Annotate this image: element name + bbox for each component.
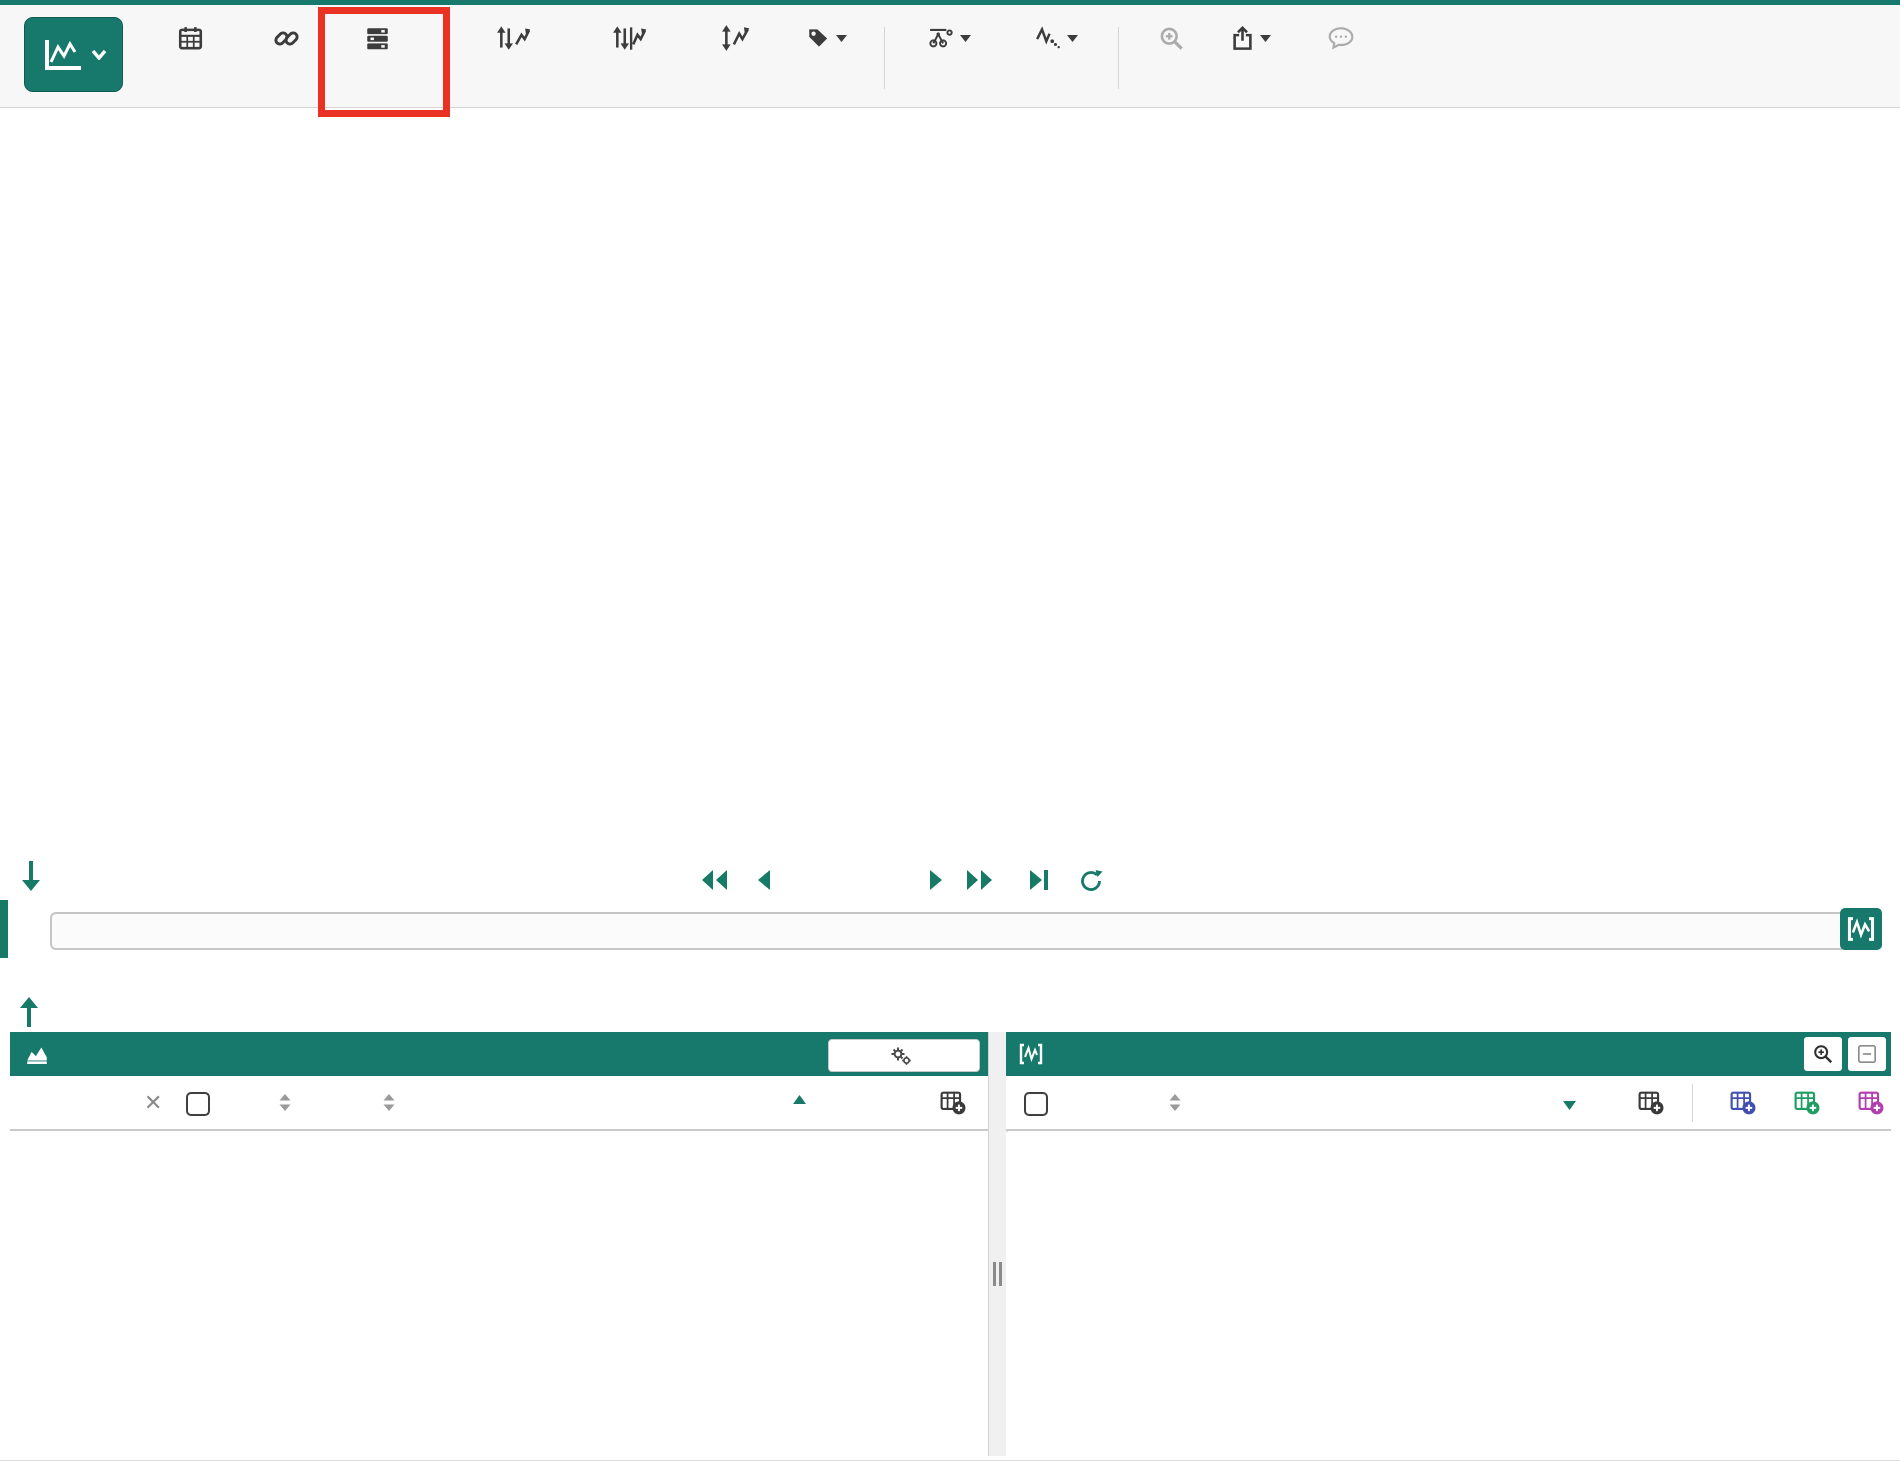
divider-grip-icon <box>993 1262 996 1286</box>
divider-grip-icon <box>999 1262 1002 1286</box>
add-column-icon[interactable] <box>1638 1091 1664 1115</box>
step-forward-button[interactable] <box>928 868 944 892</box>
add-column-icon[interactable] <box>940 1091 966 1115</box>
details-panel-header <box>10 1032 988 1076</box>
details-icon <box>24 1042 50 1066</box>
capsules-select-all-checkbox[interactable] <box>1024 1092 1048 1116</box>
step-to-end-button[interactable] <box>1028 868 1050 892</box>
capsules-table-body <box>1006 1132 1891 1456</box>
step-back-double-button[interactable] <box>700 868 730 892</box>
investigate-range-timeline[interactable] <box>50 912 1876 950</box>
refresh-icon[interactable] <box>1078 868 1104 894</box>
sort-icon[interactable] <box>1168 1093 1182 1113</box>
zoom-to-capsule-button[interactable] <box>1804 1037 1842 1071</box>
sort-descending-icon[interactable] <box>1562 1100 1577 1111</box>
sort-icon[interactable] <box>382 1093 396 1113</box>
gears-icon <box>889 1045 913 1067</box>
capsules-panel-header <box>1006 1032 1891 1076</box>
range-shift-back-icon[interactable] <box>18 858 44 892</box>
step-back-button[interactable] <box>756 868 772 892</box>
step-forward-double-button[interactable] <box>964 868 994 892</box>
details-column-header: ✕ <box>10 1076 988 1131</box>
capsules-icon <box>1018 1041 1044 1067</box>
trend-chart[interactable] <box>0 0 1900 860</box>
panel-resize-divider[interactable] <box>988 1032 1008 1456</box>
header-separator <box>1692 1084 1693 1122</box>
customize-button[interactable] <box>828 1039 980 1072</box>
add-signal-stats-icon[interactable] <box>1730 1091 1756 1115</box>
seeq-workbench: ✕ <box>0 0 1900 1468</box>
investigate-shift-up-icon[interactable] <box>16 996 42 1030</box>
selection-right-handle[interactable] <box>0 900 8 958</box>
collapse-panel-button[interactable] <box>1848 1037 1886 1071</box>
add-signal-stats-icon[interactable] <box>1858 1091 1884 1115</box>
capsule-timeline-toggle-button[interactable] <box>1840 908 1882 950</box>
details-table-body <box>10 1132 988 1456</box>
page-bottom-divider <box>0 1460 1900 1461</box>
add-signal-stats-icon[interactable] <box>1794 1091 1820 1115</box>
sort-icon[interactable] <box>278 1093 292 1113</box>
remove-all-column-icon[interactable]: ✕ <box>144 1090 162 1116</box>
sort-ascending-icon[interactable] <box>792 1094 807 1105</box>
details-select-all-checkbox[interactable] <box>186 1092 210 1116</box>
capsules-column-header <box>1006 1076 1891 1131</box>
